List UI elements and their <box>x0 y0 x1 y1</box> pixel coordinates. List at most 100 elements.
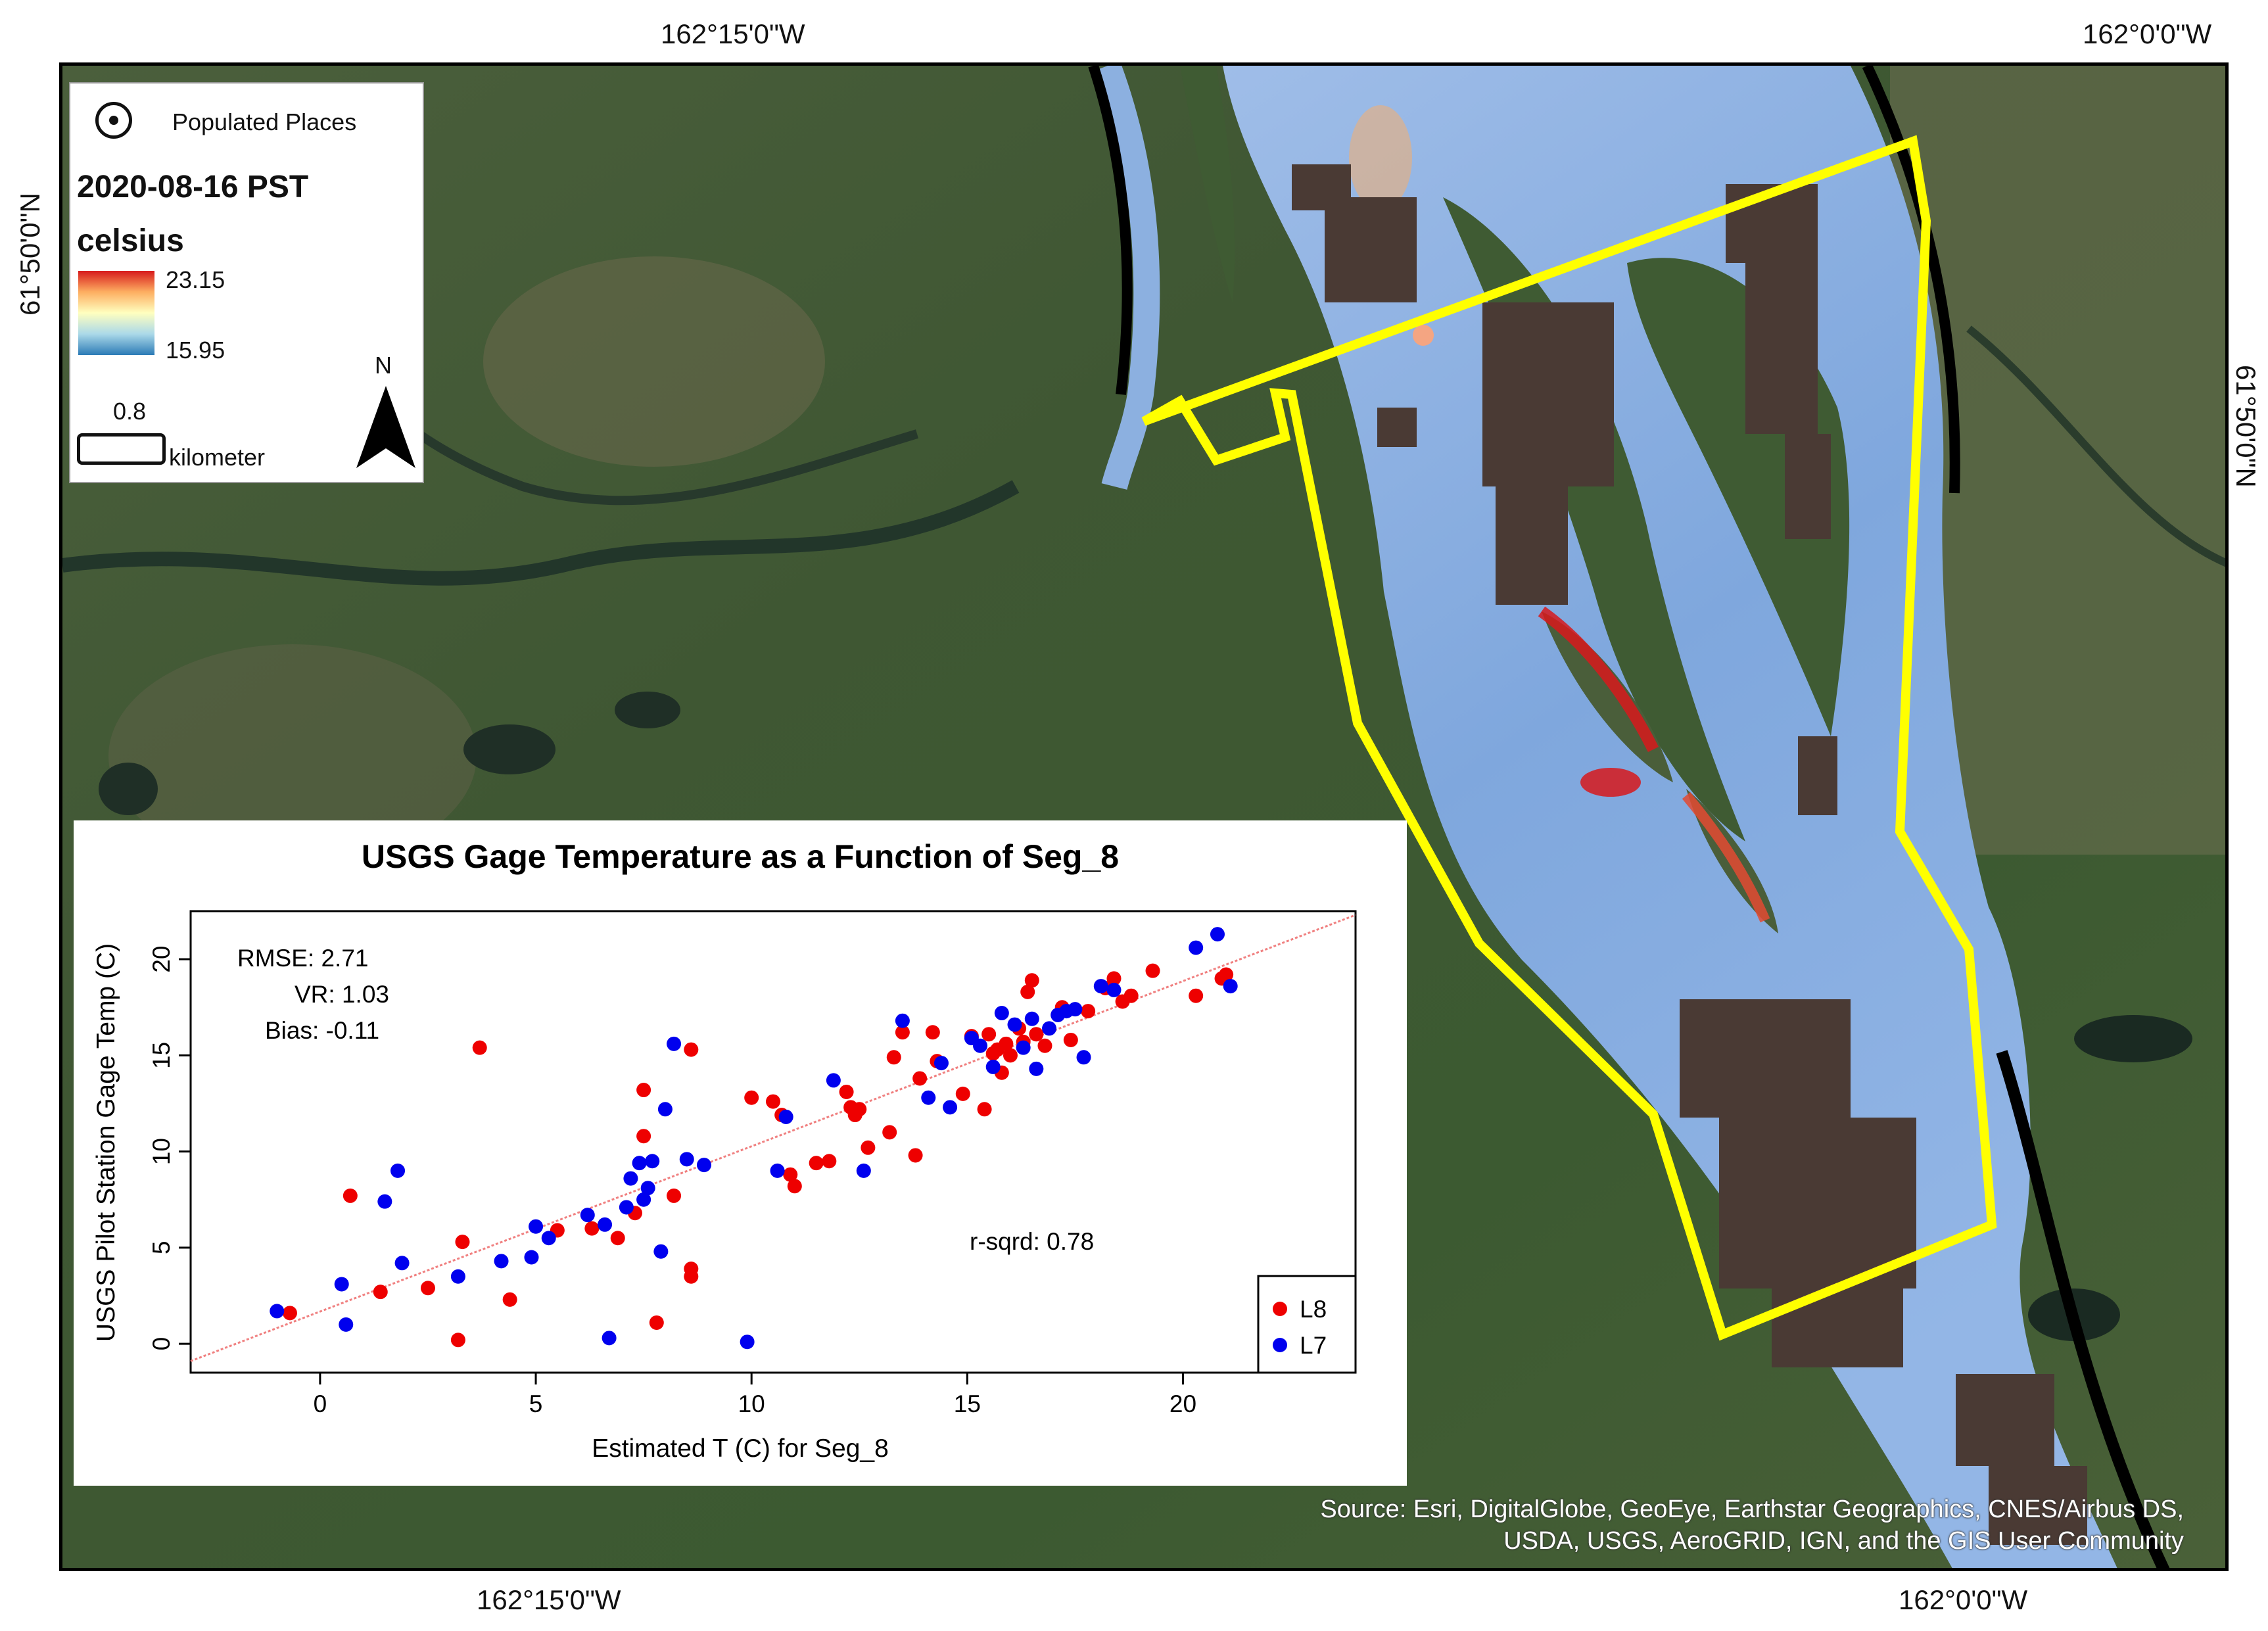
data-point-l7 <box>1068 1002 1083 1017</box>
chart-legend: L8 L7 <box>1257 1275 1357 1374</box>
legend-label-l7: L7 <box>1300 1332 1327 1359</box>
stat-vr: VR: 1.03 <box>295 981 389 1008</box>
data-point-l7 <box>1189 940 1204 955</box>
map-legend: Populated Places 2020-08-16 PST celsius … <box>69 82 424 483</box>
scale-bar <box>77 433 166 465</box>
data-point-l8 <box>282 1306 297 1321</box>
data-point-l8 <box>783 1167 798 1182</box>
populated-places-label: Populated Places <box>172 108 357 135</box>
data-point-l7 <box>494 1254 509 1269</box>
data-point-l7 <box>740 1335 755 1350</box>
data-point-l8 <box>787 1179 802 1194</box>
tundra-north-west <box>483 256 825 467</box>
latitude-label-left: 61°50'0"N <box>14 193 45 316</box>
data-point-l8 <box>684 1042 699 1057</box>
populated-places-icon <box>95 102 132 139</box>
data-point-l8 <box>1063 1032 1078 1047</box>
data-point-l8 <box>1219 967 1234 982</box>
longitude-label-bottom-left: 162°15'0"W <box>477 1584 621 1615</box>
warm-water-hotspot <box>1349 105 1412 210</box>
data-point-l7 <box>1024 1011 1039 1026</box>
scatter-plot: USGS Gage Temperature as a Function of S… <box>92 838 1357 1463</box>
y-tick-label: 10 <box>148 1138 175 1165</box>
longitude-label-top-right: 162°0'0"W <box>2083 18 2212 49</box>
stat-bias: Bias: -0.11 <box>265 1017 379 1044</box>
data-point-l8 <box>822 1154 837 1169</box>
masked-area <box>1292 164 2087 1545</box>
data-point-l8 <box>420 1281 435 1296</box>
data-point-l8 <box>1020 984 1035 999</box>
y-axis-label: USGS Pilot Station Gage Temp (C) <box>92 943 120 1342</box>
data-point-l7 <box>1076 1050 1091 1065</box>
data-point-l8 <box>1037 1038 1052 1053</box>
data-point-l7 <box>1042 1021 1057 1036</box>
river-west-channel <box>1095 66 1160 490</box>
data-point-l8 <box>450 1333 465 1348</box>
temperature-color-ramp <box>78 271 154 355</box>
data-point-l8 <box>1081 1004 1096 1019</box>
legend-marker-l8 <box>1273 1302 1287 1316</box>
data-point-l7 <box>856 1163 871 1178</box>
data-point-l7 <box>270 1304 285 1319</box>
x-tick-label: 10 <box>738 1390 765 1417</box>
lake <box>463 724 555 774</box>
data-point-l8 <box>912 1071 928 1086</box>
data-point-l8 <box>373 1285 388 1300</box>
y-tick-label: 15 <box>148 1042 175 1069</box>
data-point-l7 <box>653 1244 669 1259</box>
data-point-l8 <box>839 1084 854 1099</box>
data-point-l7 <box>1016 1040 1031 1055</box>
river-island <box>1542 611 1673 782</box>
data-point-l8 <box>649 1315 664 1330</box>
data-point-l7 <box>394 1256 410 1271</box>
unit-label: celsius <box>77 224 184 258</box>
river-island <box>1180 66 1235 302</box>
data-point-l8 <box>1024 973 1039 988</box>
data-point-l8 <box>981 1027 997 1042</box>
legend-label-l8: L8 <box>1300 1296 1327 1323</box>
study-segment-boundary[interactable] <box>1141 135 1997 1341</box>
data-point-l7 <box>1210 927 1225 942</box>
ramp-min-value: 15.95 <box>166 337 225 364</box>
longitude-label-top-left: 162°15'0"W <box>661 18 805 49</box>
data-point-l8 <box>955 1086 970 1101</box>
data-point-l8 <box>636 1129 651 1144</box>
scatter-plot-inset: USGS Gage Temperature as a Function of S… <box>74 820 1407 1486</box>
data-point-l8 <box>1106 971 1122 986</box>
data-point-l8 <box>861 1140 876 1155</box>
data-point-l7 <box>895 1013 910 1028</box>
data-point-l8 <box>343 1188 358 1203</box>
data-point-l8 <box>502 1292 517 1307</box>
data-point-l7 <box>778 1109 793 1124</box>
data-point-l7 <box>826 1073 841 1088</box>
x-axis-label: Estimated T (C) for Seg_8 <box>592 1434 889 1463</box>
attribution-line-2: USDA, USGS, AeroGRID, IGN, and the GIS U… <box>1503 1527 2184 1555</box>
data-point-l8 <box>908 1148 923 1163</box>
data-point-l7 <box>339 1317 354 1332</box>
data-point-l7 <box>598 1217 613 1232</box>
latitude-label-right: 61°50'0"N <box>2231 365 2261 488</box>
longitude-label-bottom-right: 162°0'0"W <box>1899 1584 2028 1615</box>
data-point-l7 <box>529 1219 544 1234</box>
data-point-l8 <box>977 1102 992 1117</box>
warm-water-hotspot <box>1538 606 1659 753</box>
north-label: N <box>375 352 392 379</box>
stat-rmse: RMSE: 2.71 <box>237 945 368 972</box>
data-point-l7 <box>580 1208 595 1223</box>
data-point-l8 <box>882 1125 897 1140</box>
data-point-l7 <box>1223 979 1238 994</box>
data-point-l7 <box>985 1059 1001 1074</box>
scale-bar-value: 0.8 <box>113 398 147 425</box>
data-point-l7 <box>541 1231 556 1246</box>
data-point-l7 <box>1106 982 1122 997</box>
slough-channel <box>1966 325 2225 567</box>
river-banks <box>1996 1050 2170 1568</box>
data-point-l7 <box>696 1158 711 1173</box>
x-tick-label: 0 <box>314 1390 327 1417</box>
ramp-max-value: 23.15 <box>166 266 225 293</box>
data-point-l7 <box>390 1163 406 1178</box>
data-point-l7 <box>770 1163 785 1178</box>
data-point-l8 <box>766 1094 780 1109</box>
data-point-l8 <box>667 1188 682 1203</box>
data-point-l8 <box>1123 988 1139 1003</box>
